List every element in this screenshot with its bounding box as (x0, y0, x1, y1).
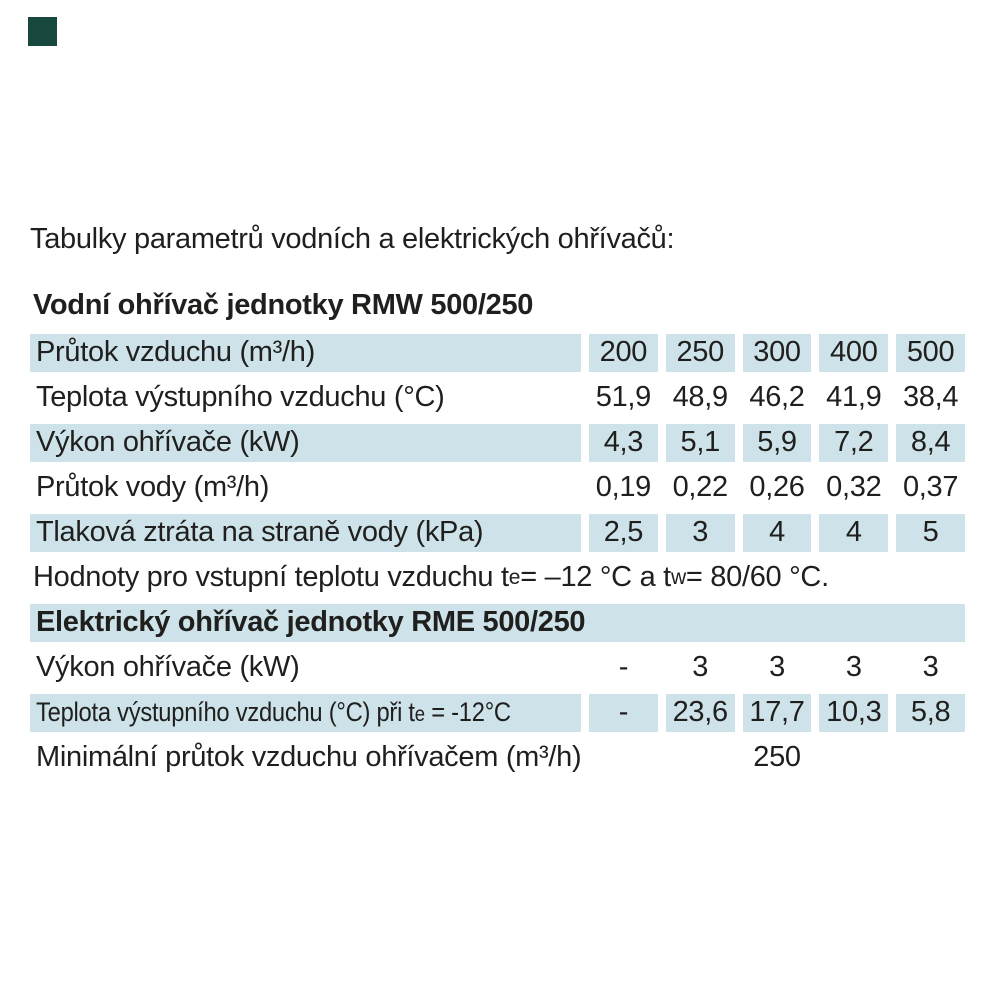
cell-value: 3 (692, 651, 709, 684)
cell-value: 8,4 (896, 423, 965, 462)
label-text: = -12°C (424, 697, 511, 728)
cell-value: 3 (769, 651, 785, 684)
cell-value: 0,37 (902, 471, 959, 504)
catalog-page: Tabulky parametrů vodních a elektrických… (30, 0, 965, 784)
cell-value: - (589, 693, 658, 732)
cell-value: 0,26 (749, 471, 805, 504)
cell-value: 0,22 (672, 471, 729, 504)
cell-value: 3 (665, 513, 735, 552)
cell-value: 38,4 (902, 381, 959, 414)
row-label: Teplota výstupního vzduchu (°C) při te =… (30, 693, 581, 732)
cell-value: 51,9 (595, 381, 652, 414)
electric-section-title: Elektrický ohřívač jednotky RME 500/250 (30, 603, 965, 642)
note-text: = –12 °C a t (520, 561, 671, 594)
cell-value: 7,2 (819, 423, 889, 462)
cell-value: 5,1 (665, 423, 735, 462)
cell-value: 5,9 (742, 423, 812, 462)
electric-heater-table: Výkon ohřívače (kW) - 3 3 3 3 Teplota vý… (30, 649, 965, 777)
page-intro-text: Tabulky parametrů vodních a elektrických… (30, 223, 675, 255)
water-heater-table: Průtok vzduchu (m³/h) 200 250 300 400 50… (30, 333, 965, 552)
note-text: Hodnoty pro vstupní teplotu vzduchu t (33, 561, 509, 594)
row-label: Průtok vody (m³/h) (36, 471, 270, 504)
cell-value: 4 (742, 513, 812, 552)
cell-value: 48,9 (672, 381, 729, 414)
cell-value: 400 (819, 333, 889, 372)
cell-value: 0,32 (826, 471, 882, 504)
row-label: Výkon ohřívače (kW) (36, 651, 300, 684)
cell-value: 10,3 (819, 693, 889, 732)
table-row: Průtok vody (m³/h) 0,19 0,22 0,26 0,32 0… (30, 469, 965, 507)
water-heater-section: Vodní ohřívač jednotky RMW 500/250 Průto… (30, 288, 965, 552)
cell-value: 4 (819, 513, 889, 552)
cell-value: 500 (896, 333, 965, 372)
table-row: Tlaková ztráta na straně vody (kPa) 2,5 … (30, 513, 965, 552)
cell-value: 3 (922, 651, 939, 684)
row-label-condensed: Teplota výstupního vzduchu (°C) při te =… (36, 697, 511, 728)
cell-value: 23,6 (665, 693, 735, 732)
label-subscript-e: e (414, 703, 425, 727)
cell-value: 250 (665, 333, 735, 372)
cell-value: 3 (845, 651, 862, 684)
table-row: Výkon ohřívače (kW) - 3 3 3 3 (30, 649, 965, 687)
note-text: = 80/60 °C. (685, 561, 829, 594)
row-label: Tlaková ztráta na straně vody (kPa) (30, 513, 581, 552)
row-label: Minimální průtok vzduchu ohřívačem (m³/h… (36, 741, 582, 774)
water-section-title: Vodní ohřívač jednotky RMW 500/250 (33, 288, 534, 321)
cell-value: 300 (742, 333, 812, 372)
cell-value: 5,8 (896, 693, 965, 732)
cell-value: 5 (896, 513, 965, 552)
cell-value: 0,19 (595, 471, 652, 504)
cell-value: 2,5 (589, 513, 658, 552)
spanned-cell-value: 250 (753, 741, 801, 774)
cell-value: 41,9 (826, 381, 882, 414)
table-row: Teplota výstupního vzduchu (°C) při te =… (30, 693, 965, 732)
row-label: Průtok vzduchu (m³/h) (30, 333, 581, 372)
cell-value: 46,2 (749, 381, 805, 414)
table-row: Minimální průtok vzduchu ohřívačem (m³/h… (30, 739, 965, 777)
electric-heater-section: Elektrický ohřívač jednotky RME 500/250 … (30, 603, 965, 777)
cell-value: 200 (589, 333, 658, 372)
label-text: Teplota výstupního vzduchu (°C) při t (36, 697, 415, 728)
row-label: Výkon ohřívače (kW) (30, 423, 581, 462)
cell-value: 4,3 (589, 423, 658, 462)
note-subscript-e: e (508, 565, 521, 589)
corner-marker (28, 17, 57, 46)
note-subscript-w: w (670, 565, 686, 589)
cell-value: - (618, 651, 629, 684)
table-row: Průtok vzduchu (m³/h) 200 250 300 400 50… (30, 333, 965, 372)
cell-value: 17,7 (742, 693, 812, 732)
table-row: Výkon ohřívače (kW) 4,3 5,1 5,9 7,2 8,4 (30, 423, 965, 462)
table-row: Teplota výstupního vzduchu (°C) 51,9 48,… (30, 379, 965, 417)
row-label: Teplota výstupního vzduchu (°C) (36, 381, 445, 414)
